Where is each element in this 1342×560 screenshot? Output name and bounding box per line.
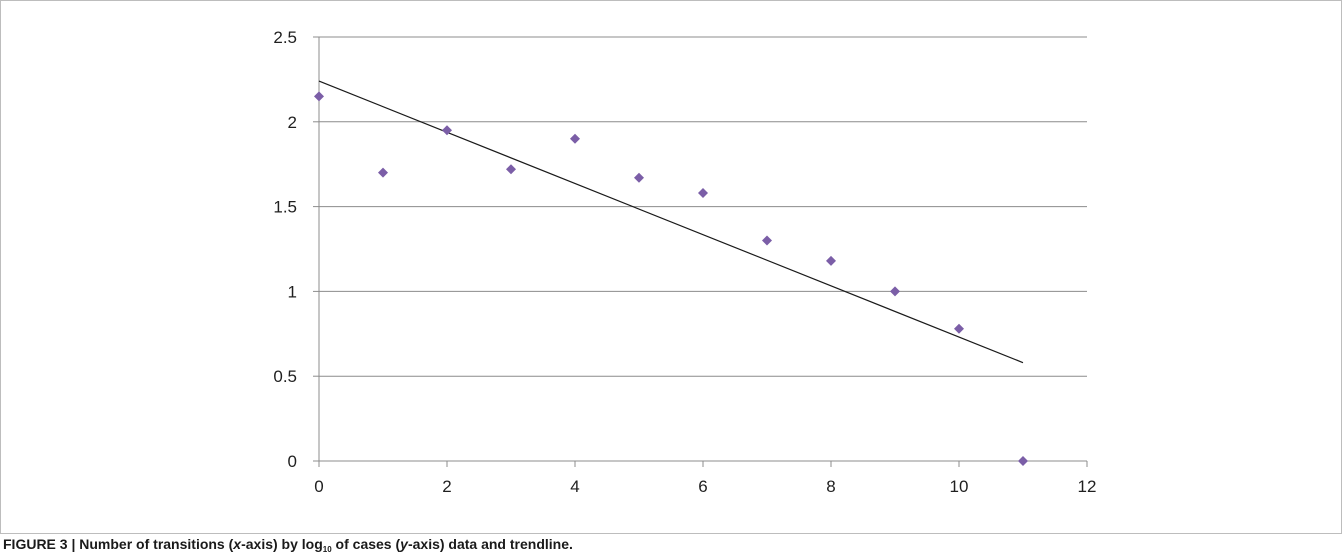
y-tick-label-4: 2 [288,113,297,132]
x-tick-label-6: 12 [1078,477,1097,496]
x-tick-label-0: 0 [314,477,323,496]
data-point-0-6 [698,188,708,199]
x-tick-label-4: 8 [826,477,835,496]
y-tick-label-1: 0.5 [273,367,297,386]
trendline-layer [318,80,1024,364]
caption-x-axis-word: x [233,536,242,552]
tick-labels: 0 0.5 1 1.5 2 2.5 0 2 4 6 8 10 12 [273,28,1096,496]
caption-suffix: -axis) data and trendline. [407,536,573,552]
data-point-0-9 [890,286,900,297]
axes [313,36,1088,467]
x-tick-label-5: 10 [950,477,969,496]
y-tick-label-3: 1.5 [273,198,297,217]
x-tick-label-3: 6 [698,477,707,496]
data-point-0-0 [314,91,324,102]
data-point-0-8 [826,255,836,266]
x-tick-label-1: 2 [442,477,451,496]
data-point-0-4 [570,133,580,144]
data-point-0-5 [634,172,644,183]
caption-middle: -axis) by log [241,536,323,552]
gridlines [319,36,1087,377]
trendline [318,80,1024,364]
data-point-0-10 [954,323,964,334]
data-point-0-3 [506,164,516,175]
caption-prefix: FIGURE 3 | Number of transitions ( [3,536,234,552]
data-point-0-11 [1018,456,1028,466]
y-tick-label-2: 1 [288,282,297,301]
caption-log-subscript: 10 [322,545,332,554]
y-tick-label-0: 0 [288,452,297,471]
y-tick-label-5: 2.5 [273,28,297,47]
figure-caption: FIGURE 3 | Number of transitions (x-axis… [3,536,573,554]
data-point-0-1 [378,167,388,178]
data-points [314,91,1028,466]
caption-y-axis-word: y [400,536,408,552]
data-point-0-2 [442,125,452,136]
data-point-0-7 [762,235,772,246]
figure-frame: 0 0.5 1 1.5 2 2.5 0 2 4 6 8 10 12 [0,0,1342,534]
scatter-chart: 0 0.5 1 1.5 2 2.5 0 2 4 6 8 10 12 [273,28,1096,496]
x-tick-label-2: 4 [570,477,579,496]
caption-after-log: of cases ( [331,536,401,552]
